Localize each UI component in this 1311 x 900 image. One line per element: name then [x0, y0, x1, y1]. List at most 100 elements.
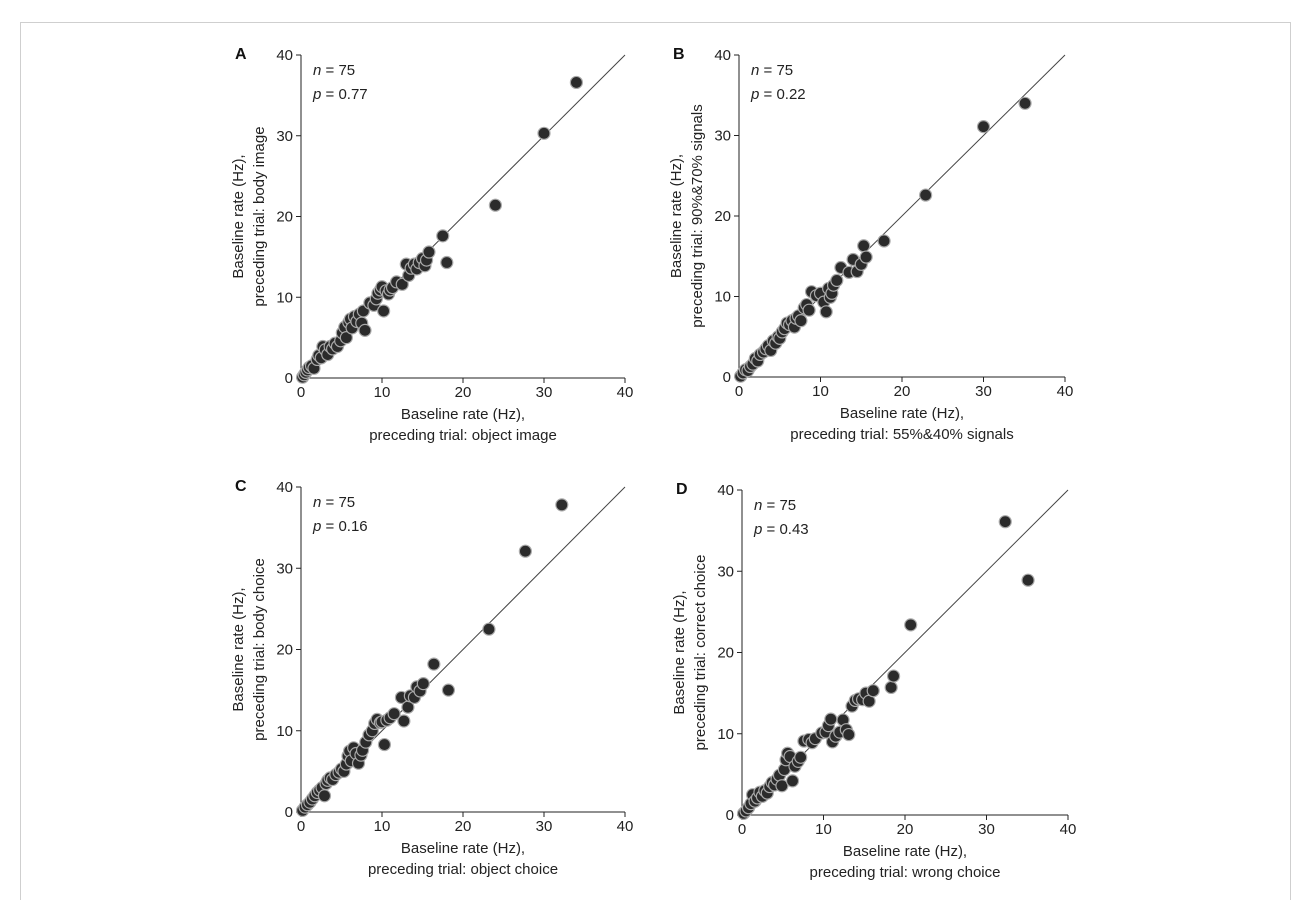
p-value: = 0.43: [762, 521, 808, 538]
p-symbol: p: [312, 518, 321, 535]
y-axis-label: Baseline rate (Hz),: [668, 154, 685, 278]
data-point: [1018, 96, 1032, 110]
data-point: [859, 250, 873, 264]
y-axis-label: preceding trial: body image: [251, 126, 268, 306]
data-point: [377, 304, 391, 318]
y-tick-label: 20: [276, 642, 293, 659]
x-axis-label: Baseline rate (Hz),: [840, 405, 964, 422]
x-axis-label: preceding trial: object choice: [368, 861, 558, 878]
y-axis-label: Baseline rate (Hz),: [671, 590, 688, 714]
data-point: [794, 314, 808, 328]
y-axis-label: preceding trial: 90%&70% signals: [689, 104, 706, 327]
panel-letter: A: [235, 46, 247, 63]
data-point: [1021, 573, 1035, 587]
data-point: [488, 198, 502, 212]
y-tick-label: 20: [276, 209, 293, 226]
y-tick-label: 30: [717, 563, 734, 580]
data-point: [339, 331, 353, 345]
data-point: [569, 75, 584, 90]
data-point: [976, 120, 991, 134]
data-point: [397, 714, 411, 728]
p-value: = 0.77: [321, 86, 367, 103]
n-stat: n = 75: [754, 497, 796, 514]
panel-letter: D: [676, 481, 688, 498]
x-tick-label: 0: [297, 818, 305, 835]
data-point: [317, 789, 332, 803]
data-point: [824, 712, 838, 726]
data-point: [904, 618, 918, 632]
y-tick-label: 10: [276, 289, 293, 306]
y-tick-label: 30: [714, 128, 731, 145]
x-tick-label: 20: [894, 383, 911, 400]
x-tick-label: 0: [735, 383, 743, 400]
x-tick-label: 40: [1057, 383, 1074, 400]
y-tick-label: 30: [276, 560, 293, 577]
x-tick-label: 40: [617, 384, 634, 401]
n-stat: n = 75: [313, 62, 355, 79]
x-tick-label: 30: [536, 818, 553, 835]
x-axis-label: Baseline rate (Hz),: [401, 840, 525, 857]
data-point: [395, 277, 409, 291]
x-axis-label: Baseline rate (Hz),: [401, 406, 525, 423]
y-tick-label: 40: [276, 479, 293, 496]
p-value: = 0.22: [759, 86, 805, 103]
data-point: [518, 544, 532, 558]
p-symbol: p: [312, 86, 321, 103]
y-tick-label: 0: [285, 370, 293, 387]
n-value: = 75: [321, 494, 355, 511]
y-tick-label: 10: [276, 723, 293, 740]
data-point: [482, 622, 496, 636]
panel-letter: C: [235, 478, 247, 495]
n-value: = 75: [759, 62, 793, 79]
x-tick-label: 10: [815, 821, 832, 838]
data-point: [775, 779, 789, 793]
x-axis-label: Baseline rate (Hz),: [843, 843, 967, 860]
data-point: [377, 737, 392, 752]
y-tick-label: 0: [726, 807, 734, 824]
data-point: [830, 273, 844, 287]
y-tick-label: 10: [714, 289, 731, 306]
data-point: [537, 126, 551, 140]
y-axis-label: Baseline rate (Hz),: [230, 154, 247, 278]
y-tick-label: 40: [276, 47, 293, 64]
p-stat: p = 0.16: [312, 518, 368, 535]
data-point: [877, 234, 891, 248]
data-point: [422, 245, 436, 259]
data-point: [427, 657, 441, 671]
x-tick-label: 30: [975, 383, 992, 400]
p-stat: p = 0.22: [750, 86, 806, 103]
data-point: [416, 677, 430, 691]
data-point: [794, 750, 808, 764]
data-point: [441, 683, 456, 697]
x-tick-label: 40: [617, 818, 634, 835]
y-axis-label: preceding trial: correct choice: [692, 555, 709, 751]
x-tick-label: 10: [374, 818, 391, 835]
n-value: = 75: [762, 497, 796, 514]
data-point: [857, 239, 871, 253]
x-tick-label: 30: [536, 384, 553, 401]
p-stat: p = 0.43: [753, 521, 809, 538]
p-stat: p = 0.77: [312, 86, 368, 103]
n-stat: n = 75: [751, 62, 793, 79]
n-stat: n = 75: [313, 494, 355, 511]
n-symbol: n: [313, 494, 321, 511]
x-tick-label: 0: [297, 384, 305, 401]
data-point: [802, 303, 816, 317]
x-axis-label: preceding trial: object image: [369, 427, 557, 444]
y-tick-label: 20: [717, 645, 734, 662]
n-symbol: n: [751, 62, 759, 79]
p-symbol: p: [750, 86, 759, 103]
data-point: [842, 727, 856, 742]
y-tick-label: 10: [717, 726, 734, 743]
data-point: [884, 680, 898, 695]
panel-letter: B: [673, 46, 685, 63]
x-tick-label: 20: [455, 818, 472, 835]
data-point: [886, 669, 901, 683]
data-point: [919, 188, 933, 202]
data-point: [819, 305, 833, 319]
x-tick-label: 10: [812, 383, 829, 400]
